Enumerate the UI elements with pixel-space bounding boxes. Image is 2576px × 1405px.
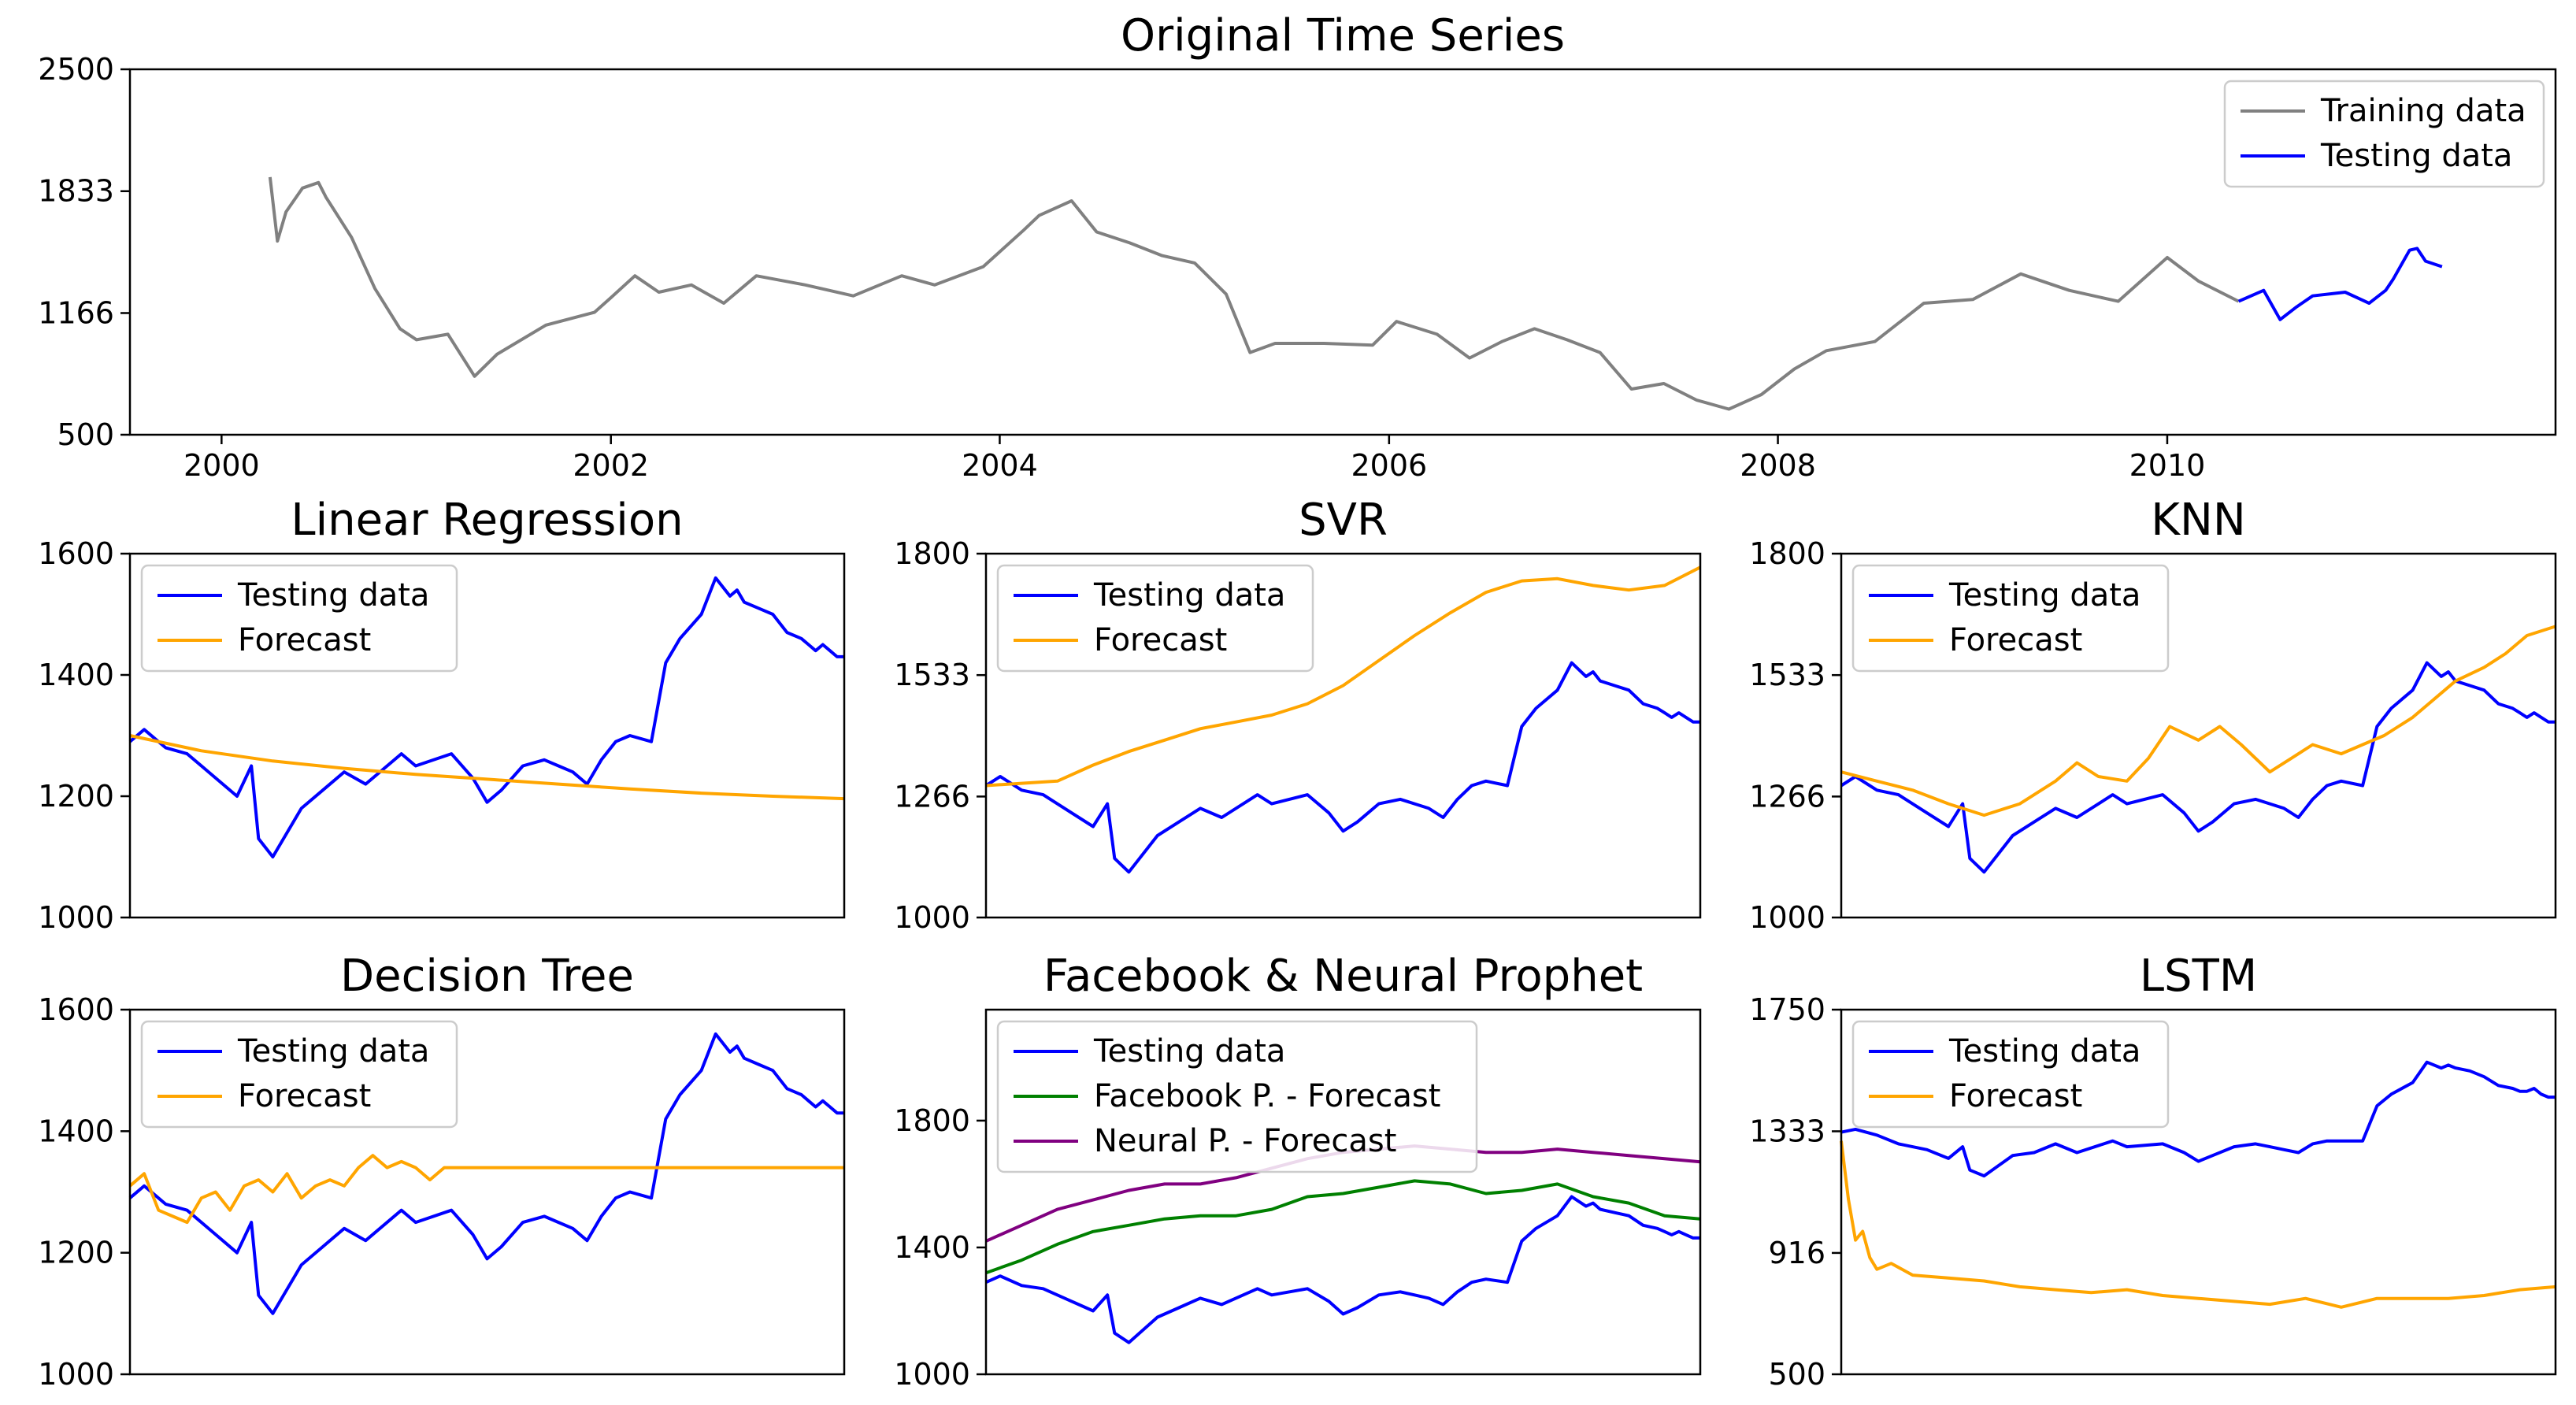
legend-label-forecast: Forecast bbox=[1949, 622, 2082, 658]
chart-title: LSTM bbox=[2140, 951, 2257, 1002]
legend-box bbox=[1851, 564, 2170, 673]
legend: Testing data Forecast bbox=[140, 1020, 458, 1129]
y-tick-label: 1800 bbox=[894, 1103, 970, 1138]
panel-svr: SVR 1000 1266 1533 1800 Testing data Forecast bbox=[894, 495, 1702, 935]
y-tick-label: 1333 bbox=[1749, 1114, 1825, 1148]
y-tick-label: 2500 bbox=[38, 52, 114, 87]
legend-box bbox=[140, 564, 458, 673]
y-tick-label: 1750 bbox=[1749, 992, 1825, 1027]
plot-frame bbox=[1840, 552, 2557, 919]
series-line-forecast bbox=[129, 734, 845, 801]
legend-box bbox=[996, 564, 1314, 673]
y-tick-label: 1000 bbox=[894, 1357, 970, 1392]
chart-title: KNN bbox=[2151, 495, 2246, 546]
y-tick-label: 1400 bbox=[38, 658, 114, 692]
x-tick-label: 2002 bbox=[573, 448, 649, 483]
panel-facebook-neural-prophet: Facebook & Neural Prophet 1000 1400 1800 Tes… bbox=[894, 951, 1702, 1392]
series-line-training-data bbox=[268, 176, 2240, 411]
legend-label-testing-data: Testing data bbox=[1093, 1033, 1285, 1070]
plot-frame bbox=[128, 68, 2557, 436]
y-tick-label: 1800 bbox=[1749, 536, 1825, 571]
legend-label-testing-data: Testing data bbox=[237, 577, 429, 614]
series-line-facebook-p-forecast bbox=[985, 1179, 1701, 1275]
panel-lstm: LSTM 500 916 1333 1750 Testing data Forecast bbox=[1749, 951, 2557, 1392]
legend-label-testing-data: Testing data bbox=[1948, 577, 2140, 614]
y-tick-label: 1000 bbox=[894, 900, 970, 935]
panel-knn: KNN 1000 1266 1533 1800 Testing data Forecast bbox=[1749, 495, 2557, 935]
series-line-forecast bbox=[985, 565, 1701, 788]
plot-frame bbox=[128, 1008, 846, 1376]
legend-label-facebook-p-forecast: Facebook P. - Forecast bbox=[1094, 1078, 1440, 1114]
y-tick-label: 1533 bbox=[894, 658, 970, 692]
chart-title: Linear Regression bbox=[291, 495, 683, 546]
legend-label-testing-data: Testing data bbox=[1948, 1033, 2140, 1070]
y-tick-label: 1800 bbox=[894, 536, 970, 571]
legend: Testing data Forecast bbox=[996, 564, 1314, 673]
panel-linear-regression: Linear Regression 1000 1200 1400 1600 Testing… bbox=[38, 495, 846, 935]
chart-title: SVR bbox=[1299, 495, 1388, 546]
legend-label-testing-data: Testing data bbox=[237, 1033, 429, 1070]
legend-label-forecast: Forecast bbox=[1094, 622, 1227, 658]
series-line-testing-data bbox=[1840, 661, 2556, 874]
legend-box bbox=[2223, 80, 2545, 188]
panel-decision-tree: Decision Tree 1000 1200 1400 1600 Testing dat… bbox=[38, 951, 846, 1392]
y-tick-label: 1166 bbox=[38, 295, 114, 330]
y-tick-label: 500 bbox=[1768, 1357, 1825, 1392]
series-line-forecast bbox=[1840, 1140, 2556, 1309]
legend-label-neural-p-forecast: Neural P. - Forecast bbox=[1094, 1123, 1396, 1159]
legend-label-forecast: Forecast bbox=[238, 622, 371, 658]
y-tick-label: 1533 bbox=[1749, 658, 1825, 692]
chart-title: Original Time Series bbox=[1121, 10, 1565, 61]
plot-frame bbox=[128, 552, 846, 919]
series-line-testing-data bbox=[128, 1032, 844, 1315]
legend-label-forecast: Forecast bbox=[1949, 1078, 2082, 1114]
x-tick-label: 2004 bbox=[962, 448, 1038, 483]
y-tick-label: 1600 bbox=[38, 992, 114, 1027]
legend: Training data Testing data bbox=[2223, 80, 2545, 188]
y-tick-label: 1833 bbox=[38, 174, 114, 209]
series-line-forecast bbox=[1840, 625, 2556, 817]
y-tick-label: 1200 bbox=[38, 779, 114, 814]
legend: Testing data Forecast bbox=[140, 564, 458, 673]
x-tick-label: 2006 bbox=[1351, 448, 1427, 483]
series-line-testing-data bbox=[1840, 1060, 2556, 1178]
plot-frame bbox=[1840, 1008, 2557, 1376]
series-line-testing-data bbox=[2237, 247, 2443, 321]
series-line-testing-data bbox=[985, 1195, 1700, 1344]
y-tick-label: 1266 bbox=[1749, 779, 1825, 814]
panel-original-time-series: Original Time Series 500 1166 1833 2500 2000 2… bbox=[38, 10, 2557, 483]
legend-label-forecast: Forecast bbox=[238, 1078, 371, 1114]
y-tick-label: 1200 bbox=[38, 1236, 114, 1270]
legend: Testing data Forecast bbox=[1851, 1020, 2170, 1129]
y-tick-label: 1000 bbox=[38, 900, 114, 935]
x-tick-label: 2008 bbox=[1740, 448, 1816, 483]
legend-box bbox=[140, 1020, 458, 1129]
chart-title: Decision Tree bbox=[340, 951, 634, 1002]
plot-frame bbox=[984, 552, 1702, 919]
x-tick-label: 2000 bbox=[183, 448, 260, 483]
legend-box bbox=[996, 1020, 1478, 1173]
y-tick-label: 1266 bbox=[894, 779, 970, 814]
y-tick-label: 1000 bbox=[38, 1357, 114, 1392]
y-tick-label: 1400 bbox=[38, 1114, 114, 1148]
y-tick-label: 1600 bbox=[38, 536, 114, 571]
legend-label-training-data: Training data bbox=[2320, 93, 2526, 129]
legend-label-testing-data: Testing data bbox=[1093, 577, 1285, 614]
plot-frame bbox=[984, 1008, 1702, 1376]
legend: Testing data Forecast bbox=[1851, 564, 2170, 673]
legend-label-testing-data: Testing data bbox=[2320, 138, 2512, 174]
series-line-testing-data bbox=[128, 576, 844, 858]
series-line-forecast bbox=[128, 1154, 844, 1225]
legend: Testing data Facebook P. - Forecast Neural… bbox=[996, 1020, 1478, 1173]
legend-box bbox=[1851, 1020, 2170, 1129]
x-tick-label: 2010 bbox=[2129, 448, 2206, 483]
y-tick-label: 500 bbox=[57, 417, 114, 452]
series-line-testing-data bbox=[984, 661, 1700, 874]
chart-title: Facebook & Neural Prophet bbox=[1043, 951, 1643, 1002]
y-tick-label: 1400 bbox=[894, 1230, 970, 1265]
y-tick-label: 916 bbox=[1768, 1236, 1825, 1270]
y-tick-label: 1000 bbox=[1749, 900, 1825, 935]
